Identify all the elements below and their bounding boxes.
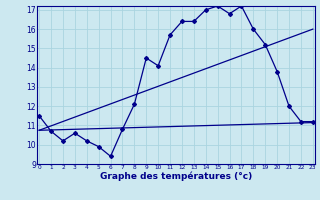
X-axis label: Graphe des températures (°c): Graphe des températures (°c) bbox=[100, 171, 252, 181]
